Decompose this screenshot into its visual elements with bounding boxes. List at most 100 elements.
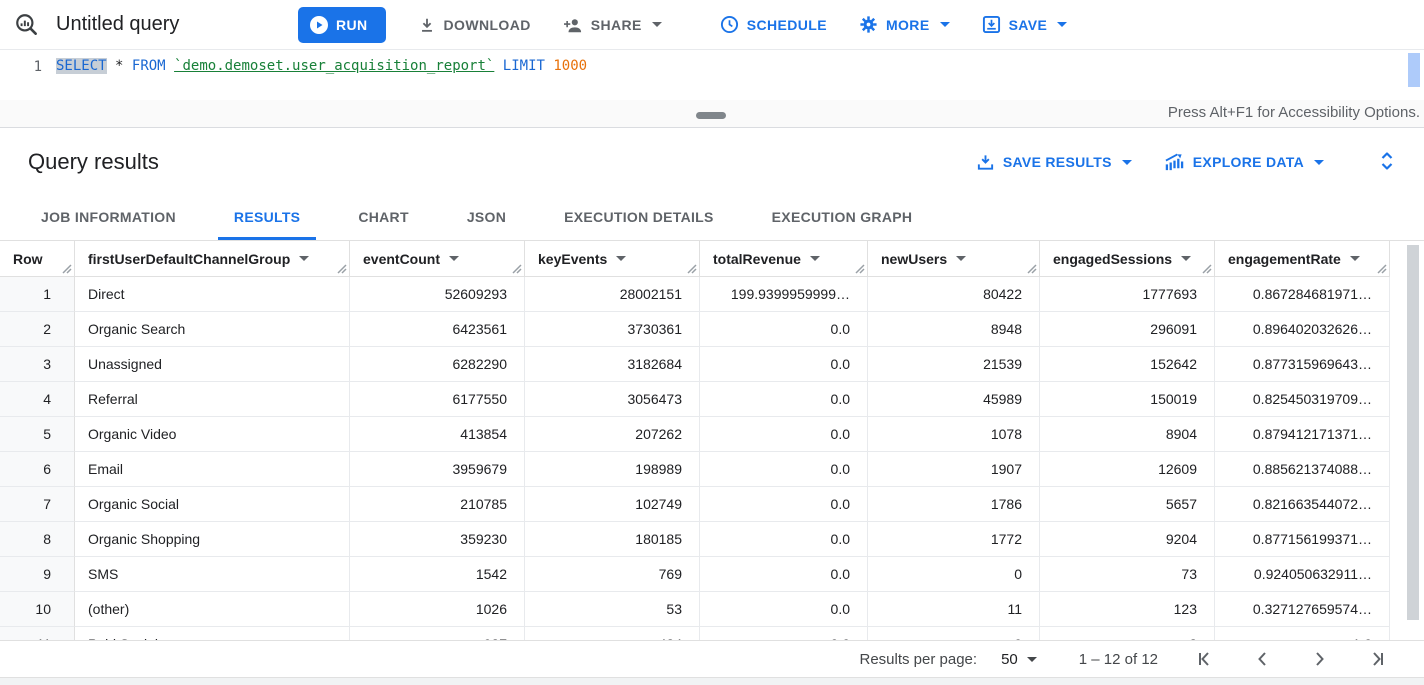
column-resize-handle[interactable] [512,264,522,274]
sort-caret-icon [1181,256,1192,261]
sql-table-reference-link[interactable]: `demo.demoset.user_acquisition_report` [174,58,495,74]
expand-results-button[interactable] [1374,146,1400,179]
table-cell: 0.0 [700,452,868,487]
first-page-icon [1194,649,1214,669]
table-cell: 210785 [350,487,525,522]
tab-results[interactable]: RESULTS [217,196,317,240]
column-header-row[interactable]: Row [0,241,75,277]
chevron-down-icon [1121,159,1132,165]
editor-status-bar: Press Alt+F1 for Accessibility Options. [0,100,1424,128]
table-cell: 6177550 [350,382,525,417]
table-row: 6 Email 3959679 198989 0.0 1907 12609 0.8856213… [0,452,1424,487]
play-icon [310,15,328,34]
schedule-button[interactable]: SCHEDULE [720,15,827,34]
sql-editor[interactable]: 1 SELECT * FROM `demo.demoset.user_acqui… [0,50,1424,100]
column-label: newUsers [881,250,948,267]
table-cell: 0.0 [700,417,868,452]
page-size-select[interactable]: 50 [1001,651,1037,668]
column-header-firstuserdefaultchannelgroup[interactable]: firstUserDefaultChannelGroup [75,241,350,277]
table-row: 2 Organic Search 6423561 3730361 0.0 8948 2960… [0,312,1424,347]
table-cell: 296091 [1040,312,1215,347]
table-cell: Unassigned [75,347,350,382]
table-partial-row-clip: 11Paid Social9374340.0921.0 [0,627,1424,640]
last-page-button[interactable] [1366,647,1390,671]
tab-bar: JOB INFORMATION RESULTS CHART JSON EXECUTION… [0,196,1424,241]
table-cell: 123 [1040,592,1215,627]
first-page-button[interactable] [1192,647,1216,671]
table-cell: 0.327127659574… [1215,592,1390,627]
save-icon [982,15,1001,34]
table-cell: 52609293 [350,277,525,312]
run-button[interactable]: RUN [298,6,386,43]
column-resize-handle[interactable] [1027,264,1037,274]
explore-data-button[interactable]: EXPLORE DATA [1154,145,1334,180]
column-resize-handle[interactable] [337,264,347,274]
table-cell: 6423561 [350,312,525,347]
table-cell: Email [75,452,350,487]
column-label: totalRevenue [713,250,801,267]
tab-execution-graph[interactable]: EXECUTION GRAPH [771,208,913,225]
table-cell: 0.0 [700,557,868,592]
column-resize-handle[interactable] [62,264,72,274]
editor-vertical-scrollbar[interactable] [1408,53,1420,87]
table-cell: 80422 [868,277,1040,312]
table-cell: 1026 [350,592,525,627]
column-resize-handle[interactable] [687,264,697,274]
table-cell: 152642 [1040,347,1215,382]
tab-json[interactable]: JSON [466,208,507,225]
sql-limit-value: 1000 [553,58,588,74]
column-header-newusers[interactable]: newUsers [868,241,1040,277]
table-cell: 3730361 [525,312,700,347]
tab-chart[interactable]: CHART [358,208,409,225]
download-button[interactable]: DOWNLOAD [418,16,531,34]
table-cell: 5657 [1040,487,1215,522]
pagination-bar: Results per page: 50 1 – 12 of 12 [0,640,1424,677]
table-vertical-scrollbar[interactable] [1407,245,1419,620]
query-toolbar: Untitled query RUN DOWNLOAD SHARE SCHEDU… [0,0,1424,50]
table-cell: 0.0 [700,312,868,347]
row-number-cell: 7 [0,487,75,522]
column-header-totalrevenue[interactable]: totalRevenue [700,241,868,277]
pagination-range: 1 – 12 of 12 [1078,650,1158,668]
table-cell: 0.879412171371… [1215,417,1390,452]
table-cell: Referral [75,382,350,417]
table-cell: Organic Shopping [75,522,350,557]
save-button[interactable]: SAVE [982,15,1068,34]
next-page-button[interactable] [1308,647,1332,671]
tab-job-information[interactable]: JOB INFORMATION [41,208,176,225]
column-resize-handle[interactable] [855,264,865,274]
column-header-engagementrate[interactable]: engagementRate [1215,241,1390,277]
sql-star: * [115,58,124,74]
chevron-down-icon [651,22,662,27]
table-cell: 199.9399959999… [700,277,868,312]
column-resize-handle[interactable] [1202,264,1212,274]
query-results-header: Query results SAVE RESULTS EXPLORE DATA [0,128,1424,196]
table-cell: (other) [75,592,350,627]
table-cell: 12609 [1040,452,1215,487]
chart-icon [1164,153,1185,172]
table-cell: 0.877315969643… [1215,347,1390,382]
row-number-cell: 9 [0,557,75,592]
column-header-keyevents[interactable]: keyEvents [525,241,700,277]
table-cell: 207262 [525,417,700,452]
chevron-down-icon [1314,159,1324,165]
column-resize-handle[interactable] [1377,264,1387,274]
panel-resize-handle[interactable] [696,112,726,119]
share-button[interactable]: SHARE [563,16,662,34]
column-header-engagedsessions[interactable]: engagedSessions [1040,241,1215,277]
query-title[interactable]: Untitled query [56,13,180,35]
sql-code-line[interactable]: SELECT * FROM `demo.demoset.user_acquisi… [56,50,587,100]
sql-keyword-limit: LIMIT [502,58,545,74]
more-button[interactable]: MORE [859,15,950,34]
previous-page-button[interactable] [1250,647,1274,671]
table-cell: 9204 [1040,522,1215,557]
save-results-button[interactable]: SAVE RESULTS [966,145,1142,180]
query-results-title: Query results [28,149,159,174]
tab-execution-details[interactable]: EXECUTION DETAILS [564,208,714,225]
table-cell: 1078 [868,417,1040,452]
table-cell: 0.0 [700,382,868,417]
sql-keyword-select: SELECT [56,58,107,74]
column-header-eventcount[interactable]: eventCount [350,241,525,277]
column-label: firstUserDefaultChannelGroup [88,250,291,267]
gear-icon [859,15,878,34]
